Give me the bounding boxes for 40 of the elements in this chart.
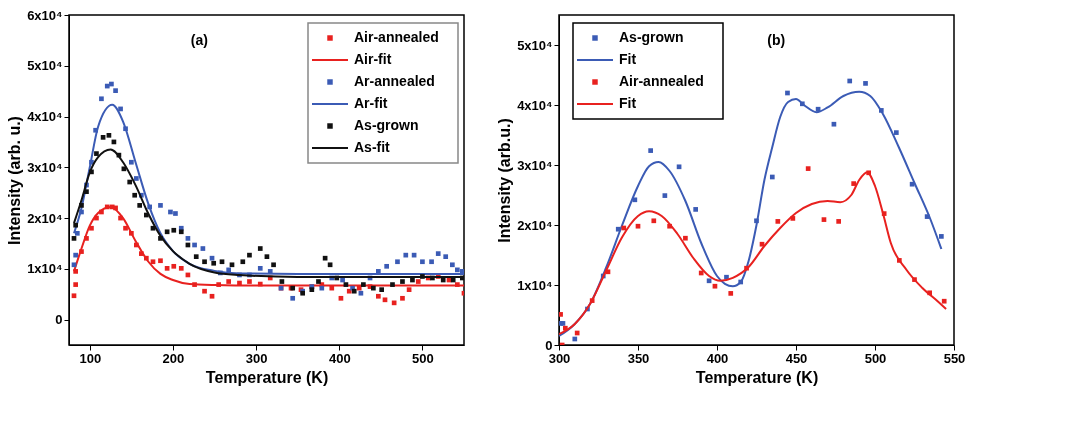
y-tick-label: 0	[545, 337, 553, 353]
legend-label: Air-annealed	[354, 29, 439, 45]
x-tick-label: 300	[245, 350, 268, 366]
x-tick-label: 200	[162, 350, 185, 366]
y-tick-label: 4x10⁴	[27, 109, 63, 125]
y-tick-label: 0	[55, 312, 63, 328]
y-tick-label: 2x10⁴	[27, 210, 63, 226]
annotation: (a)	[190, 32, 208, 48]
y-tick-label: 3x10⁴	[517, 157, 553, 173]
x-axis-title: Temperature (K)	[205, 368, 329, 386]
x-tick-label: 100	[79, 350, 102, 366]
y-tick-label: 3x10⁴	[27, 159, 63, 175]
y-tick-label: 5x10⁴	[27, 58, 63, 74]
x-tick-label: 300	[548, 350, 571, 366]
y-tick-label: 2x10⁴	[517, 217, 553, 233]
legend-label: Air-fit	[354, 51, 392, 67]
annotation: (b)	[767, 32, 786, 48]
x-tick-label: 400	[328, 350, 351, 366]
x-tick-label: 500	[864, 350, 887, 366]
legend-label: Fit	[619, 51, 637, 67]
y-tick-label: 5x10⁴	[517, 37, 553, 53]
legend-label: As-grown	[354, 117, 419, 133]
x-tick-label: 500	[412, 350, 434, 366]
legend-label: Fit	[619, 95, 637, 111]
y-tick-label: 4x10⁴	[517, 97, 553, 113]
legend-label: Ar-annealed	[354, 73, 435, 89]
legend-label: Ar-fit	[354, 95, 388, 111]
legend-label: Air-annealed	[619, 73, 704, 89]
x-tick-label: 550	[943, 350, 966, 366]
y-tick-label: 6x10⁴	[27, 7, 63, 23]
x-tick-label: 350	[627, 350, 650, 366]
y-tick-label: 1x10⁴	[27, 261, 63, 277]
x-tick-label: 400	[706, 350, 729, 366]
y-axis-title: Intensity (arb.u.)	[496, 118, 514, 243]
x-tick-label: 450	[785, 350, 808, 366]
y-tick-label: 1x10⁴	[517, 277, 553, 293]
y-axis-title: Intensity (arb. u.)	[6, 116, 24, 245]
legend-label: As-fit	[354, 139, 391, 155]
x-axis-title: Temperature (K)	[695, 368, 819, 386]
legend-label: As-grown	[619, 29, 684, 45]
